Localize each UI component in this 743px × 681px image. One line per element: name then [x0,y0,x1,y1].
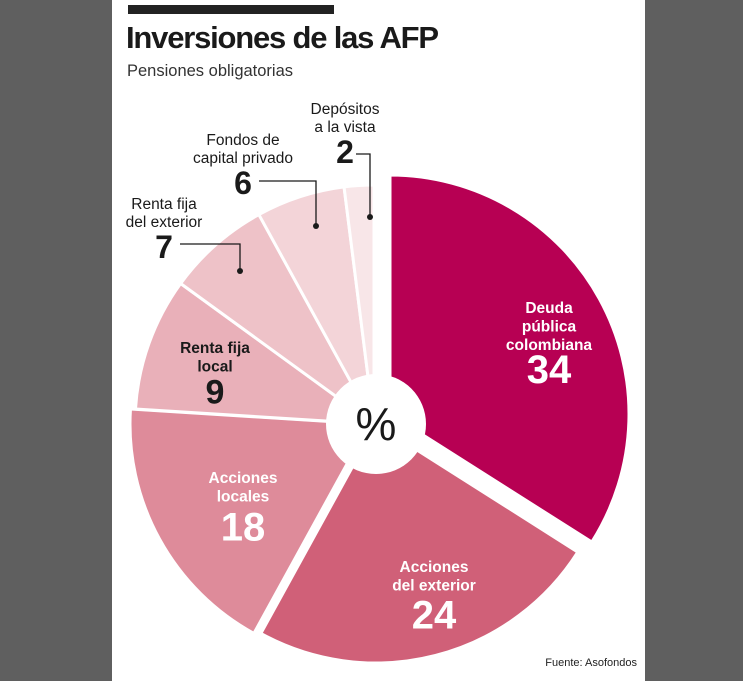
slice-value-6: 2 [336,134,354,170]
slice-label-4: Renta fija del exterior [126,196,203,231]
center-percent-label: % [356,398,397,450]
leader-dot-5 [313,223,319,229]
pie-slice-1 [259,422,580,665]
infographic-card: Inversiones de las AFP Pensiones obligat… [112,0,645,681]
leader-line-5 [259,180,317,226]
leader-dot-6 [367,214,373,220]
pie-slice-3 [133,282,376,426]
slice-value-4: 7 [155,229,173,265]
source-note: Fuente: Asofondos [545,657,637,669]
pie-slice-2 [128,407,371,635]
slice-value-5: 6 [234,165,252,201]
slice-label-0: Deuda pública colombiana [506,300,593,354]
slice-label-6: Depósitos a la vista [311,101,380,136]
chart-subtitle: Pensiones obligatorias [127,62,294,80]
center-hole [326,374,426,474]
slice-value-1: 24 [412,594,457,638]
slice-value-2: 18 [221,506,266,550]
chart-title: Inversiones de las AFP [126,20,439,55]
slice-label-1: Acciones del exterior [392,559,476,595]
slice-label-5: Fondos de capital privado [193,132,293,167]
pie-slice-6 [342,183,376,426]
slice-label-3: Renta fija local [180,340,250,376]
header-bar [128,5,334,14]
leader-line-4 [180,243,241,271]
pie-slice-4 [179,213,376,426]
slice-value-3: 9 [206,374,225,412]
leader-line-6 [356,153,371,217]
slice-label-2: Acciones locales [209,470,278,506]
slice-value-0: 34 [527,348,572,392]
leader-dot-4 [237,268,243,274]
pie-slice-0 [388,173,631,544]
